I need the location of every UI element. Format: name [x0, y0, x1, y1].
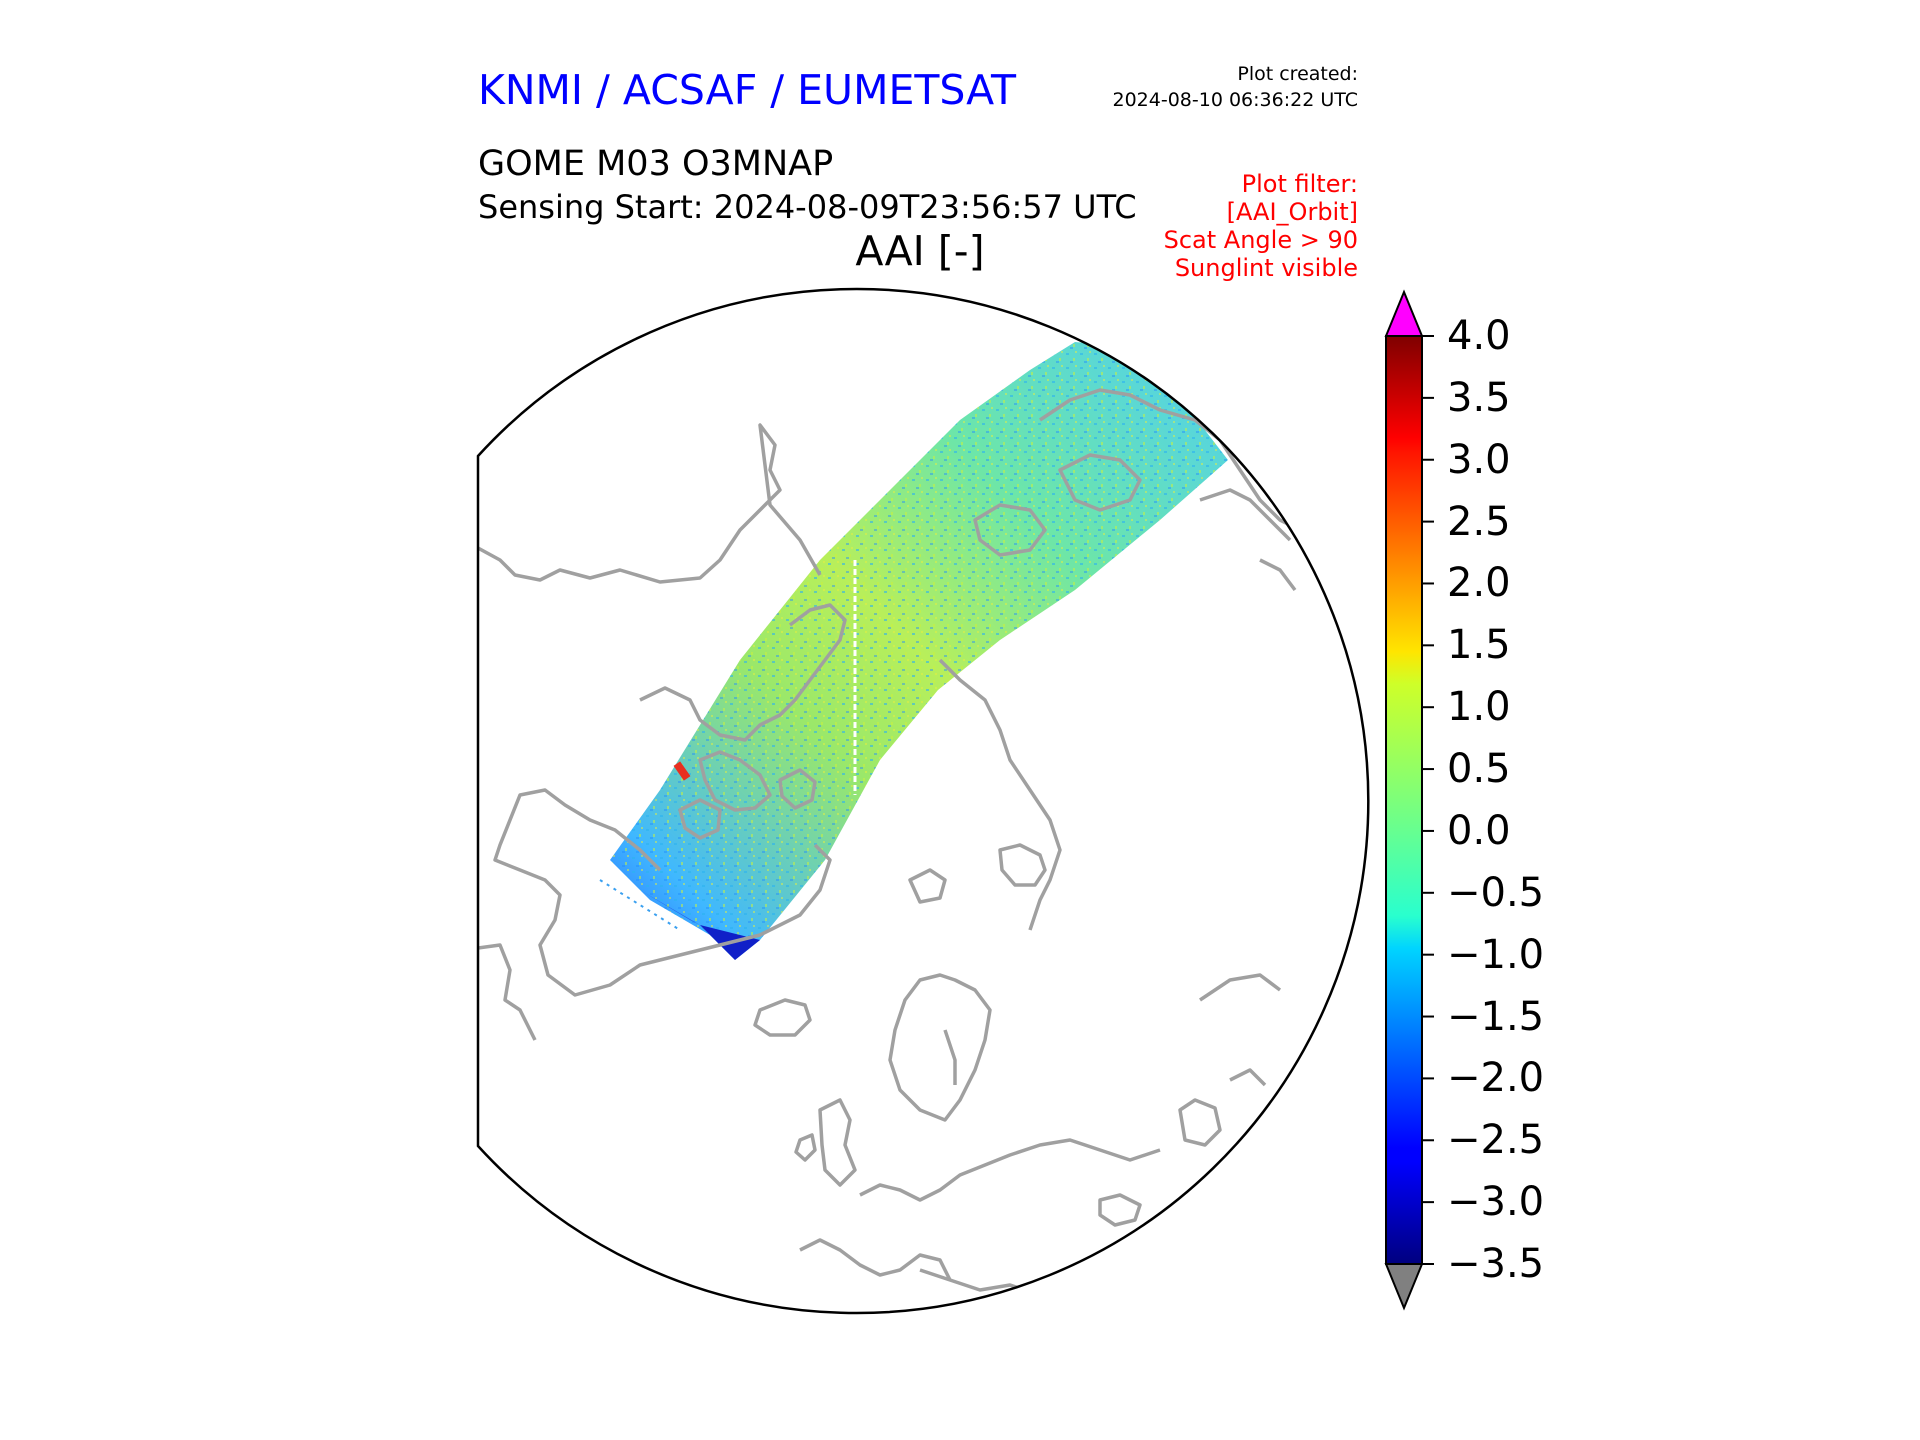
colorbar-gradient: [1386, 336, 1422, 1264]
filter-line-3: Scat Angle > 90: [1163, 226, 1358, 254]
colorbar-frame: [1385, 335, 1423, 1265]
filter-line-1: Plot filter:: [1241, 170, 1358, 198]
coastlines: [478, 388, 1301, 1302]
colorbar-tick-label: −3.0: [1447, 1179, 1545, 1226]
colorbar-tick-label: −0.5: [1447, 869, 1545, 916]
filter-line-2: [AAI_Orbit]: [1226, 198, 1358, 226]
provider-title: KNMI / ACSAF / EUMETSAT: [478, 66, 1017, 114]
colorbar-tick-label: 1.0: [1447, 684, 1511, 731]
product-title: GOME M03 O3MNAP: [478, 144, 834, 184]
colorbar-tick-label: −2.5: [1447, 1117, 1545, 1164]
colorbar-tick-label: −3.5: [1447, 1241, 1545, 1287]
colorbar-tick-label: 3.0: [1447, 436, 1511, 483]
colorbar-tick-label: −1.5: [1447, 993, 1545, 1040]
filter-line-4: Sunglint visible: [1174, 254, 1358, 282]
colorbar-tick-label: 4.0: [1447, 313, 1511, 359]
colorbar-tick-label: 2.0: [1447, 560, 1511, 607]
colorbar-tick-label: 0.0: [1447, 807, 1511, 854]
colorbar-under-extend: [1384, 1263, 1424, 1311]
colorbar-over-extend: [1384, 289, 1424, 337]
plot-created-label: Plot created:: [1237, 63, 1358, 85]
colorbar-tick-label: −1.0: [1447, 931, 1545, 978]
colorbar-tick-label: 0.5: [1447, 746, 1511, 793]
colorbar-tick-label: 3.5: [1447, 374, 1511, 421]
sensing-start: Sensing Start: 2024-08-09T23:56:57 UTC: [478, 188, 1137, 226]
colorbar-tick-label: −2.0: [1447, 1055, 1545, 1102]
variable-title: AAI [-]: [855, 227, 985, 275]
map-boundary: [476, 287, 1370, 1315]
plot-created-value: 2024-08-10 06:36:22 UTC: [1112, 89, 1359, 111]
colorbar-tick-label: 2.5: [1447, 498, 1511, 545]
colorbar-tick-label: 1.5: [1447, 622, 1511, 669]
